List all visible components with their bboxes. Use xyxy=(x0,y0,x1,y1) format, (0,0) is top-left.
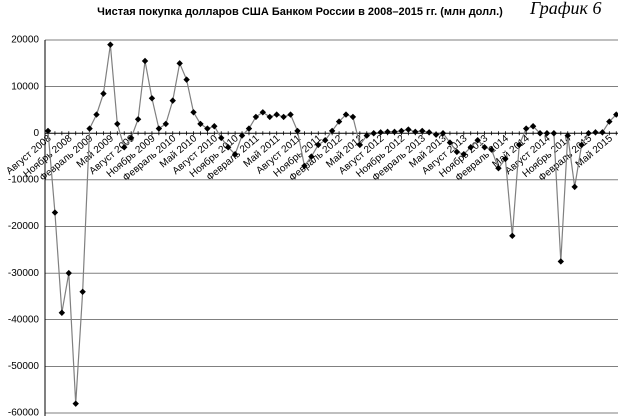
data-marker xyxy=(599,129,606,136)
chart-title: Чистая покупка долларов США Банком Росси… xyxy=(97,6,503,18)
y-tick-label: -30000 xyxy=(8,268,40,279)
data-marker xyxy=(613,111,618,118)
data-marker xyxy=(100,90,107,97)
data-marker xyxy=(294,127,301,135)
data-marker xyxy=(405,126,412,133)
data-marker xyxy=(481,144,488,151)
data-marker xyxy=(86,125,93,132)
data-marker xyxy=(169,97,176,104)
data-marker xyxy=(412,128,419,136)
data-marker xyxy=(453,148,461,156)
y-tick-label: 0 xyxy=(33,128,39,139)
data-marker xyxy=(592,129,599,136)
data-marker xyxy=(197,120,204,128)
data-marker xyxy=(127,134,135,142)
data-marker xyxy=(72,400,79,407)
data-marker xyxy=(349,113,357,121)
data-marker xyxy=(190,109,197,116)
data-marker xyxy=(370,130,377,137)
data-marker xyxy=(495,165,502,172)
data-marker xyxy=(543,130,551,137)
data-marker xyxy=(238,132,246,139)
data-marker xyxy=(460,151,467,158)
data-marker xyxy=(204,125,211,132)
data-marker xyxy=(141,57,149,65)
y-tick-label: -20000 xyxy=(8,221,40,232)
data-marker xyxy=(557,258,565,265)
data-marker xyxy=(571,183,578,191)
data-marker xyxy=(58,309,66,316)
data-marker xyxy=(446,139,454,146)
data-marker xyxy=(224,144,232,151)
data-marker xyxy=(218,134,225,142)
data-marker xyxy=(245,125,253,132)
data-marker xyxy=(231,151,239,158)
data-marker xyxy=(509,232,516,240)
data-marker xyxy=(536,130,544,137)
data-marker xyxy=(280,113,287,121)
data-marker xyxy=(315,141,322,149)
data-marker xyxy=(522,125,530,132)
data-marker xyxy=(384,128,391,136)
data-marker xyxy=(377,129,384,136)
data-marker xyxy=(474,137,481,144)
chart-note: График 6 xyxy=(529,0,601,18)
data-marker xyxy=(391,128,398,136)
data-marker xyxy=(516,141,523,149)
data-marker xyxy=(335,118,343,125)
data-marker xyxy=(287,111,294,118)
data-marker xyxy=(328,127,336,135)
y-tick-label: -40000 xyxy=(8,314,40,325)
data-line xyxy=(47,44,617,404)
data-marker xyxy=(162,120,170,128)
data-marker xyxy=(529,123,537,130)
data-marker xyxy=(502,155,509,163)
data-marker xyxy=(121,144,128,151)
data-marker xyxy=(356,141,364,149)
data-marker xyxy=(266,113,273,121)
data-marker xyxy=(155,125,163,132)
data-marker xyxy=(606,118,613,125)
data-marker xyxy=(273,111,280,118)
data-marker xyxy=(183,76,190,83)
data-marker xyxy=(550,130,558,137)
data-marker xyxy=(134,116,142,123)
data-marker xyxy=(301,162,308,170)
data-marker xyxy=(51,209,59,216)
data-marker xyxy=(79,288,86,295)
data-marker xyxy=(585,130,592,137)
data-marker xyxy=(44,127,52,135)
y-tick-label: -50000 xyxy=(8,361,40,372)
data-marker xyxy=(363,132,370,139)
data-marker xyxy=(211,123,218,130)
data-marker xyxy=(93,111,100,118)
data-marker xyxy=(419,127,426,135)
data-marker xyxy=(488,146,495,153)
data-marker xyxy=(578,141,585,149)
data-marker xyxy=(176,60,183,67)
y-tick-label: -10000 xyxy=(8,175,40,186)
data-marker xyxy=(252,113,260,121)
y-tick-label: 10000 xyxy=(11,81,39,92)
y-tick-label: 20000 xyxy=(11,35,39,46)
data-marker xyxy=(425,129,433,136)
data-marker xyxy=(564,132,571,139)
data-marker xyxy=(107,41,114,48)
data-marker xyxy=(259,109,267,116)
data-marker xyxy=(439,130,447,137)
data-marker xyxy=(342,111,350,118)
data-marker xyxy=(432,131,440,138)
data-marker xyxy=(65,269,72,277)
data-marker xyxy=(398,127,405,135)
data-marker xyxy=(148,95,156,102)
data-marker xyxy=(114,120,121,128)
data-marker xyxy=(467,144,474,151)
y-tick-label: -60000 xyxy=(8,408,40,416)
data-marker xyxy=(308,153,315,160)
data-marker xyxy=(322,137,329,144)
